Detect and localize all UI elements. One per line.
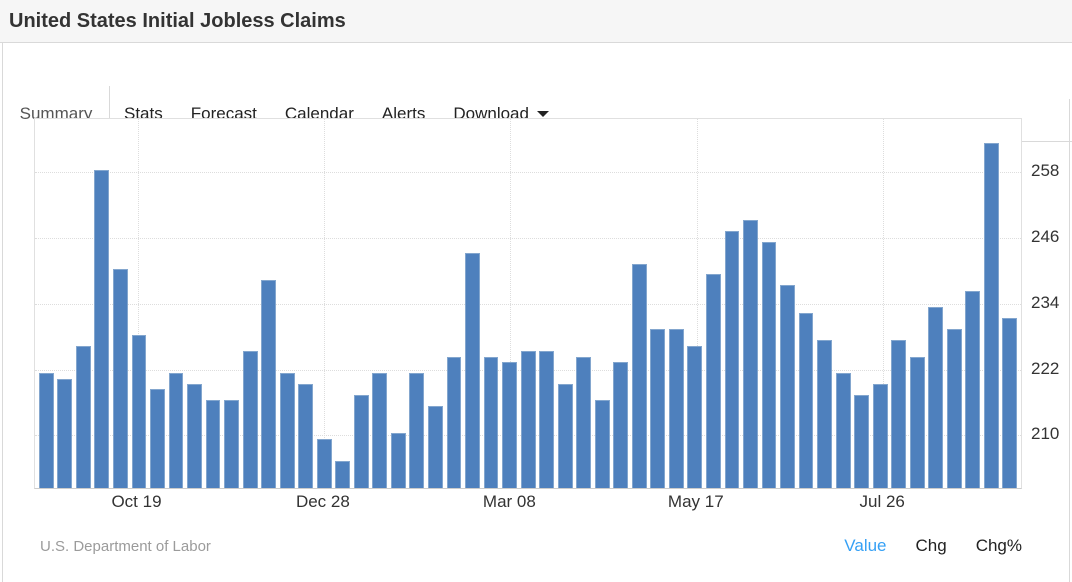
bar[interactable]: [631, 263, 647, 488]
bar[interactable]: [724, 230, 740, 488]
bar[interactable]: [576, 356, 592, 488]
bar[interactable]: [909, 356, 925, 488]
bar[interactable]: [353, 394, 369, 488]
tab-forecast-label: Forecast: [190, 103, 257, 123]
y-axis-tick-label: 258: [1031, 161, 1060, 181]
v-gridline: [323, 119, 325, 488]
bar[interactable]: [946, 329, 962, 488]
bar[interactable]: [780, 285, 795, 488]
title-bar: United States Initial Jobless Claims: [0, 0, 1072, 43]
chg-link[interactable]: Chg: [915, 536, 947, 555]
bar[interactable]: [316, 438, 332, 488]
page-title: United States Initial Jobless Claims: [9, 9, 346, 32]
h-gridline: [35, 303, 1021, 305]
bar[interactable]: [594, 400, 610, 488]
bar[interactable]: [539, 351, 555, 488]
tab-stats-label: Stats: [124, 103, 163, 123]
chg-pct-link[interactable]: Chg%: [975, 536, 1022, 555]
x-axis-tick-label: May 17: [667, 492, 724, 511]
bar[interactable]: [557, 384, 573, 488]
tab-download[interactable]: Download: [439, 104, 563, 124]
bar[interactable]: [705, 274, 721, 488]
bar[interactable]: [168, 373, 184, 488]
bar[interactable]: [224, 400, 239, 488]
chevron-down-icon: [536, 110, 549, 117]
h-gridline: [35, 172, 1021, 174]
source-label: U.S. Department of Labor: [40, 538, 211, 555]
tab-download-label: Download: [453, 103, 529, 123]
series-mode-links: Value Chg Chg%: [844, 536, 1022, 556]
bar[interactable]: [613, 362, 629, 488]
bar[interactable]: [187, 384, 202, 488]
chart-plot-area: [34, 118, 1022, 489]
x-axis-tick-label: Jul 26: [859, 492, 905, 511]
y-axis-tick-label: 234: [1031, 292, 1060, 312]
bar[interactable]: [983, 143, 999, 488]
bar[interactable]: [335, 460, 351, 488]
bar[interactable]: [520, 351, 536, 488]
tab-stats[interactable]: Stats: [110, 104, 177, 124]
bar[interactable]: [854, 394, 870, 488]
tab-bar: Summary Stats Forecast Calendar Alerts D…: [0, 43, 1072, 142]
bar[interactable]: [75, 345, 91, 488]
panel-border-right: [1069, 99, 1070, 582]
x-axis-tick-label: Oct 19: [111, 492, 162, 511]
panel-border-left: [2, 43, 3, 582]
bar[interactable]: [1002, 318, 1018, 488]
bar[interactable]: [279, 373, 295, 488]
y-axis-tick-label: 210: [1031, 424, 1060, 444]
bar[interactable]: [650, 329, 666, 488]
v-gridline: [883, 119, 885, 488]
bar[interactable]: [205, 400, 221, 488]
tab-calendar[interactable]: Calendar: [271, 104, 368, 124]
bar[interactable]: [298, 384, 314, 488]
bar[interactable]: [38, 373, 54, 488]
x-axis-tick-label: Dec 28: [295, 492, 350, 511]
bar[interactable]: [261, 279, 277, 488]
bar[interactable]: [465, 252, 480, 488]
bar[interactable]: [743, 219, 758, 488]
bar[interactable]: [112, 269, 128, 488]
bar[interactable]: [57, 378, 73, 488]
bar[interactable]: [390, 433, 406, 488]
bar[interactable]: [891, 340, 907, 488]
bar[interactable]: [668, 329, 684, 488]
v-gridline: [137, 119, 139, 488]
bar[interactable]: [409, 373, 425, 488]
v-gridline: [510, 119, 512, 488]
bar[interactable]: [94, 170, 110, 488]
bar[interactable]: [372, 373, 388, 488]
bar[interactable]: [150, 389, 165, 488]
bar[interactable]: [872, 384, 888, 488]
v-gridline: [696, 119, 698, 488]
y-axis-tick-label: 246: [1031, 227, 1060, 247]
bar[interactable]: [928, 307, 944, 488]
bar[interactable]: [965, 290, 981, 488]
tab-forecast[interactable]: Forecast: [177, 104, 271, 124]
bar[interactable]: [798, 312, 814, 488]
y-axis-tick-label: 222: [1031, 358, 1060, 378]
h-gridline: [35, 238, 1021, 240]
bar[interactable]: [687, 345, 703, 488]
bar[interactable]: [761, 241, 777, 488]
tab-calendar-label: Calendar: [284, 103, 354, 123]
bar[interactable]: [817, 340, 832, 488]
bar[interactable]: [835, 373, 851, 488]
bar[interactable]: [446, 356, 462, 488]
tab-links: Stats Forecast Calendar Alerts Download: [110, 86, 563, 141]
bars-layer: [35, 119, 1021, 488]
bar[interactable]: [502, 362, 517, 488]
bar[interactable]: [242, 351, 258, 488]
value-link[interactable]: Value: [844, 536, 887, 555]
x-axis-tick-label: Mar 08: [482, 492, 536, 511]
bar[interactable]: [131, 334, 147, 488]
tab-alerts[interactable]: Alerts: [368, 104, 439, 124]
bar[interactable]: [483, 356, 499, 488]
tab-alerts-label: Alerts: [381, 103, 426, 123]
bar[interactable]: [428, 405, 443, 488]
